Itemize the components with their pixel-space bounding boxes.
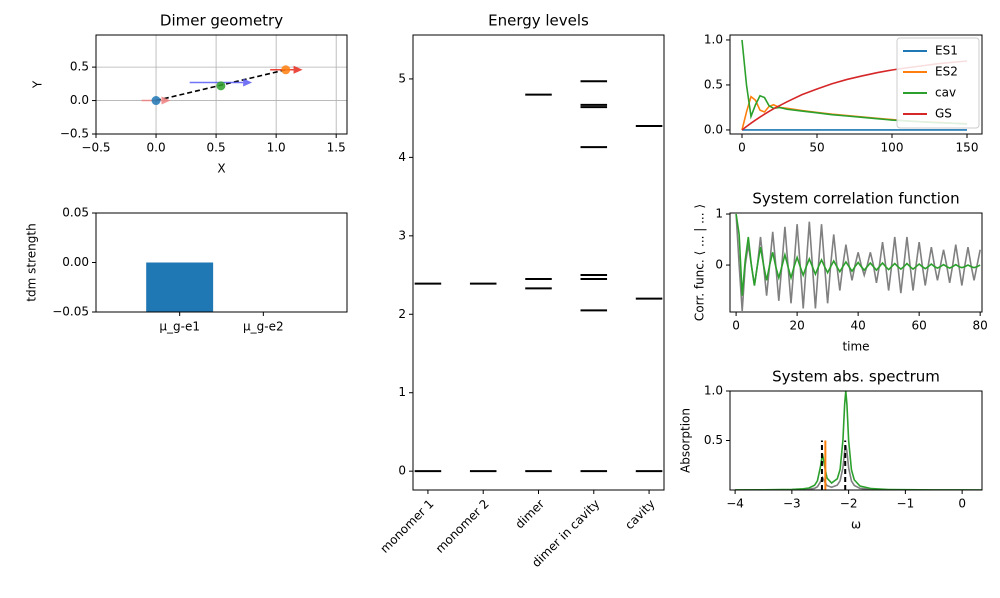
- y-tick-label: 0: [715, 258, 723, 272]
- y-tick-label: 0.0: [704, 122, 723, 136]
- x-tick-label: 0: [732, 319, 740, 333]
- x-axis-label: ω: [851, 518, 861, 532]
- x-tick-label: 1.0: [267, 141, 286, 155]
- chart-title: Dimer geometry: [160, 12, 283, 30]
- axes-frame: [729, 390, 983, 491]
- series-line: [735, 391, 982, 490]
- x-tick-label: 40: [850, 319, 865, 333]
- x-tick-label: 0: [738, 141, 746, 155]
- arrow-head: [161, 96, 171, 105]
- y-tick-label: 4: [398, 150, 406, 164]
- axes-frame: [412, 34, 665, 491]
- y-axis-label: Y: [31, 80, 45, 89]
- y-tick-label: 3: [398, 228, 406, 242]
- bar: [146, 262, 214, 312]
- legend-label: ES2: [935, 65, 958, 79]
- legend-label: ES1: [935, 44, 958, 58]
- x-tick-label: 100: [881, 141, 904, 155]
- dipole-arrow: [189, 78, 253, 87]
- x-tick-label: μ_g-e1: [159, 320, 200, 334]
- site-point: [281, 65, 291, 75]
- y-tick-label: 0: [398, 464, 406, 478]
- y-tick-label: 2: [398, 307, 406, 321]
- arrow-head: [293, 65, 303, 74]
- y-axis-label: tdm strength: [25, 223, 39, 301]
- x-tick-label: μ_g-e2: [243, 320, 284, 334]
- x-tick-label: 50: [809, 141, 824, 155]
- x-tick-label: −1: [897, 497, 915, 511]
- x-tick-label: 60: [912, 319, 927, 333]
- series-line: [735, 213, 981, 296]
- y-tick-label: 0.5: [70, 60, 89, 74]
- y-tick-label: 1.0: [704, 384, 723, 398]
- y-tick-label: 0.0: [70, 93, 89, 107]
- y-tick-label: 0.00: [62, 255, 89, 269]
- arrow-head: [243, 78, 253, 87]
- y-tick-label: 1: [398, 385, 406, 399]
- x-tick-label: 0: [958, 497, 966, 511]
- y-tick-label: 1: [715, 207, 723, 221]
- y-tick-label: −0.5: [60, 127, 89, 141]
- series-line: [735, 213, 981, 312]
- x-tick-label: −4: [726, 497, 744, 511]
- legend-label: cav: [935, 86, 956, 100]
- x-axis-label: X: [217, 162, 225, 176]
- x-tick-label: 0.5: [207, 141, 226, 155]
- y-tick-label: −0.05: [52, 305, 89, 319]
- x-tick-label: 20: [789, 319, 804, 333]
- x-tick-label: 150: [956, 141, 979, 155]
- x-tick-label: −2: [840, 497, 858, 511]
- x-tick-label: −3: [783, 497, 801, 511]
- y-tick-label: 0.05: [62, 206, 89, 220]
- axes-frame: [729, 34, 983, 135]
- chart-title: System abs. spectrum: [772, 368, 940, 386]
- axes-frame: [729, 212, 983, 313]
- axes-frame: [95, 212, 348, 313]
- axes-frame: [95, 34, 348, 135]
- chart-title: System correlation function: [752, 190, 959, 208]
- x-tick-label: 0.0: [147, 141, 166, 155]
- y-axis-label: Corr. func. ⟨ ... | ... ⟩: [693, 204, 707, 321]
- y-tick-label: 5: [398, 71, 406, 85]
- x-tick-label: 1.5: [327, 141, 346, 155]
- legend-box: [896, 37, 980, 129]
- chart-title: Energy levels: [488, 12, 589, 30]
- y-axis-label: Absorption: [679, 408, 693, 473]
- x-tick-label: 80: [973, 319, 988, 333]
- y-tick-label: 0.5: [704, 77, 723, 91]
- x-axis-label: time: [842, 340, 869, 354]
- y-tick-label: 0.5: [704, 433, 723, 447]
- site-point: [216, 81, 226, 91]
- x-tick-label: −0.5: [81, 141, 110, 155]
- site-point: [151, 96, 161, 106]
- legend-label: GS: [935, 107, 952, 121]
- y-tick-label: 1.0: [704, 32, 723, 46]
